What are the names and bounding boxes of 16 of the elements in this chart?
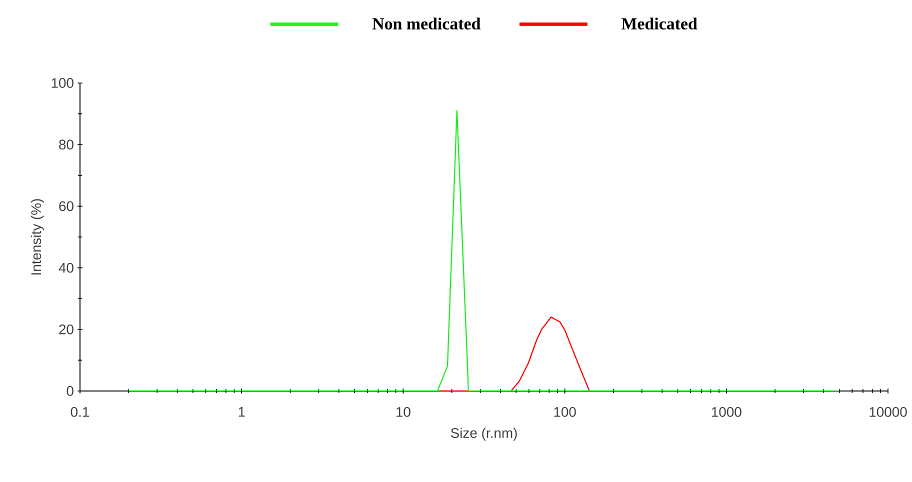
legend-label: Medicated: [622, 18, 698, 30]
y-tick-label: 80: [59, 140, 74, 150]
x-axis-title: Size (r.nm): [450, 428, 517, 441]
x-tick-label: 0.1: [70, 407, 90, 417]
y-tick-label: 100: [52, 78, 74, 88]
y-tick-label: 40: [58, 262, 74, 273]
x-tick-label: 1: [238, 407, 245, 417]
x-tick-label: 10000: [870, 407, 907, 417]
y-tick-label: 20: [59, 324, 74, 334]
legend-label: Non medicated: [372, 18, 481, 30]
y-axis-title: Intensity (%): [30, 199, 44, 274]
y-tick-label: 60: [59, 201, 74, 212]
x-tick-label: 1000: [712, 407, 742, 417]
x-tick-label: 10: [396, 407, 410, 417]
y-tick-label: 0: [66, 386, 74, 396]
x-tick-label: 100: [554, 407, 576, 417]
